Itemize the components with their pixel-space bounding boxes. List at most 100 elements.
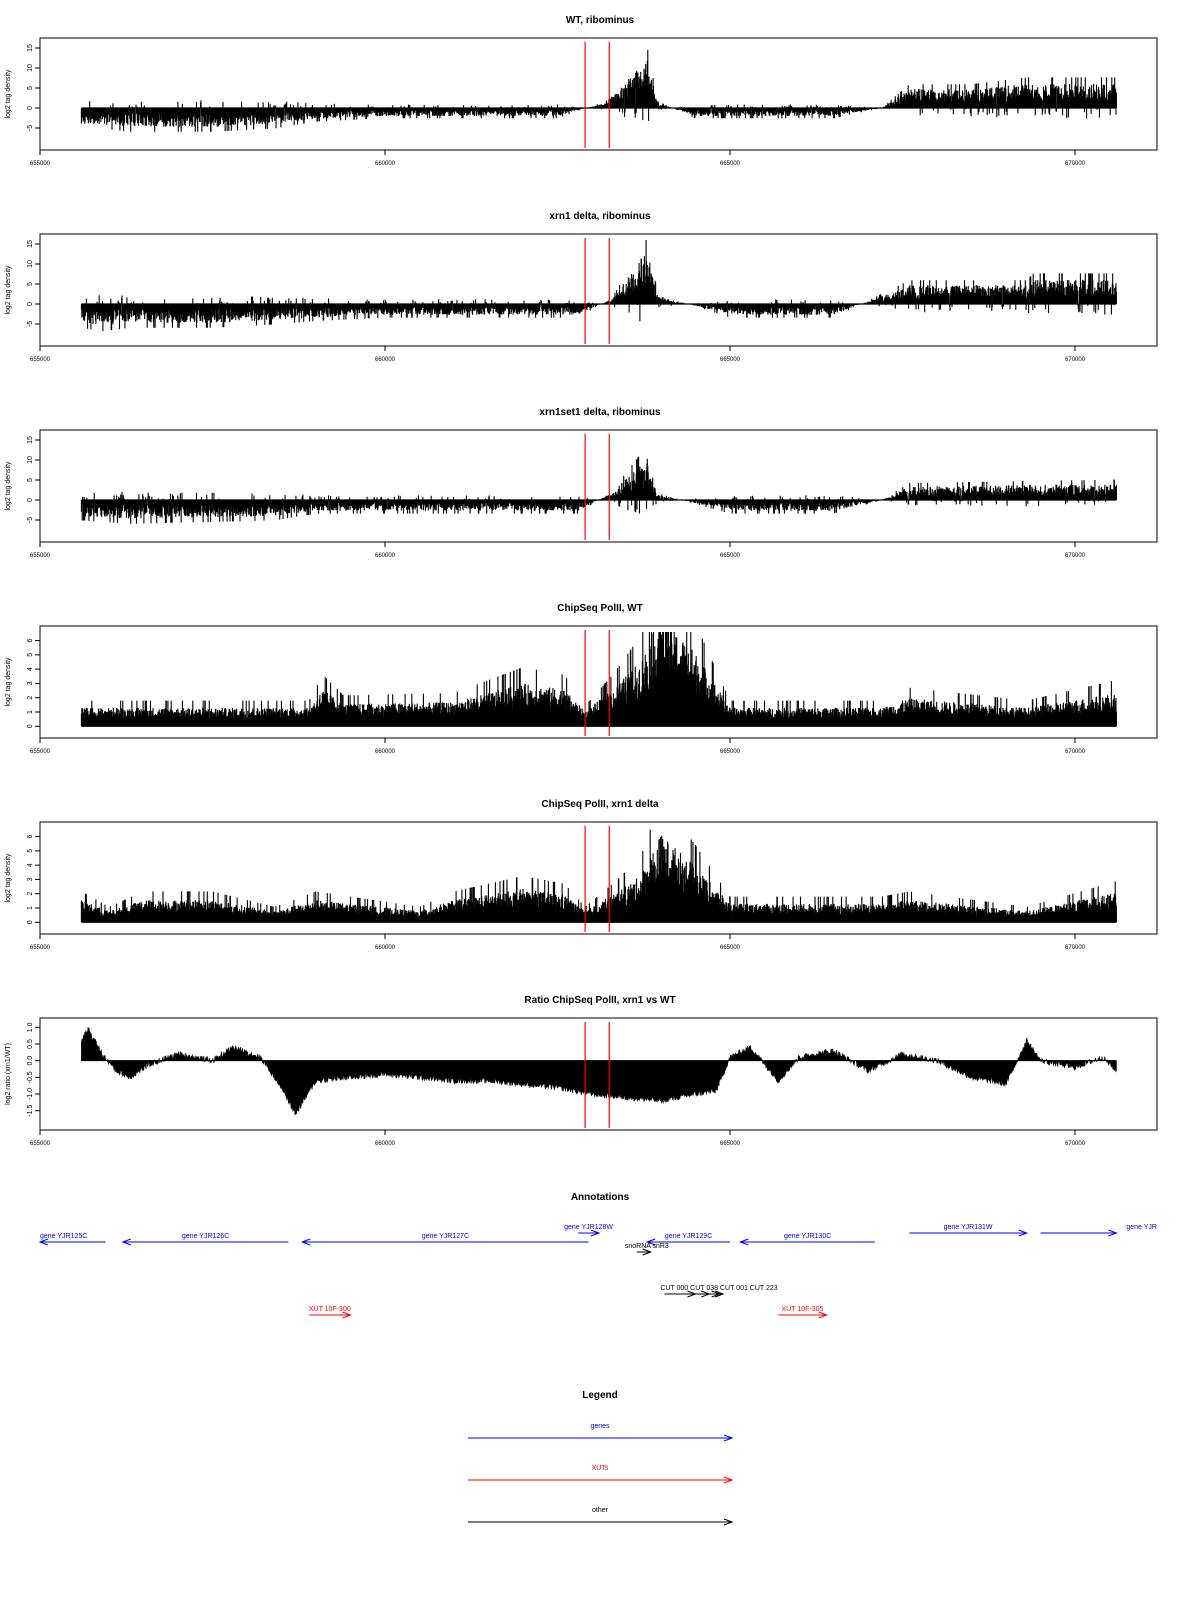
legend-label: genes — [590, 1423, 610, 1430]
y-axis-label: log2 tag density — [5, 853, 12, 903]
x-tick-label: 655000 — [30, 945, 51, 951]
panel-4: ChipSeq PolII, WT 0 1 2 3 4 5 6 log2 tag density… — [5, 603, 1158, 755]
x-tick-label: 665000 — [720, 749, 741, 755]
feature-arrow-head — [121, 1238, 131, 1246]
ratio-area — [81, 1027, 1117, 1116]
feature-label: gene YJR129C — [665, 1233, 712, 1240]
panel-3: xrn1set1 delta, ribominus -5 0 5 10 15 log2 ta… — [5, 407, 1158, 559]
legend-item-genes: genes — [468, 1423, 734, 1442]
y-axis-label: log2 tag density — [5, 657, 12, 707]
feature-arrow-head — [590, 1229, 601, 1237]
series-5 — [80, 829, 1117, 923]
legend-arrow-head — [723, 1434, 734, 1442]
y-tick-label: 0 — [27, 920, 34, 924]
panel-1: WT, ribominus -5 0 5 10 15 log2 tag density 655… — [5, 15, 1158, 167]
y-tick-label: 15 — [27, 240, 34, 248]
x-tick-label: 660000 — [375, 161, 396, 167]
density-bars — [80, 49, 1117, 132]
y-tick-label: 4 — [27, 667, 34, 671]
y-tick-label: -5 — [27, 517, 34, 523]
feature-label: gene YJR125C — [40, 1233, 87, 1240]
x-tick-label: 670000 — [1065, 945, 1086, 951]
y-axis-label: log2 tag density — [5, 69, 12, 119]
x-tick-label: 660000 — [375, 357, 396, 363]
legend-panel: Legend genes XUTs other — [468, 1390, 734, 1526]
density-bars — [80, 240, 1117, 332]
y-tick-label: 0.0 — [27, 1056, 34, 1066]
x-tick-label: 660000 — [375, 945, 396, 951]
feature-arrow-head — [645, 1238, 656, 1246]
y-tick-label: 0.5 — [27, 1039, 34, 1049]
y-tick-label: 10 — [27, 456, 34, 464]
feature-label: gene YJR131W — [944, 1224, 993, 1231]
feature-label: XUT 10F-305 — [782, 1306, 824, 1313]
y-tick-label: 1.0 — [27, 1022, 34, 1032]
density-bars — [80, 456, 1117, 524]
x-tick-label: 655000 — [30, 553, 51, 559]
feature-gene-yjr126c: gene YJR126C — [121, 1233, 289, 1246]
panel-title: xrn1set1 delta, ribominus — [539, 407, 661, 418]
x-tick-label: 665000 — [720, 553, 741, 559]
legend-item-xuts: XUTs — [468, 1465, 734, 1484]
feature-xut-10f-305: XUT 10F-305 — [778, 1306, 829, 1319]
y-tick-label: 15 — [27, 436, 34, 444]
y-tick-label: 4 — [27, 863, 34, 867]
panel-title: WT, ribominus — [566, 15, 635, 26]
feature-arrow-head — [738, 1238, 749, 1246]
panel-5: ChipSeq PolII, xrn1 delta 0 1 2 3 4 5 6 log2 tag… — [5, 799, 1158, 951]
feature-gene-yjr129c: gene YJR129C — [645, 1233, 730, 1246]
feature-gene-yjr: gene YJR — [1040, 1224, 1157, 1237]
y-tick-label: 5 — [27, 282, 34, 286]
x-tick-label: 670000 — [1065, 161, 1086, 167]
panel-frame — [39, 625, 1158, 739]
panel-frame — [39, 429, 1158, 543]
x-tick-label: 670000 — [1065, 357, 1086, 363]
x-tick-label: 665000 — [720, 161, 741, 167]
series-1 — [80, 49, 1117, 132]
y-tick-label: 3 — [27, 681, 34, 685]
x-tick-label: 655000 — [30, 161, 51, 167]
y-tick-label: -1.0 — [27, 1088, 34, 1100]
feature-cut-223 — [702, 1290, 722, 1298]
x-tick-label: 655000 — [30, 357, 51, 363]
feature-arrow-head — [300, 1238, 311, 1246]
x-tick-label: 660000 — [375, 553, 396, 559]
legend-item-other: other — [468, 1507, 734, 1526]
feature-gene-yjr127c: gene YJR127C — [300, 1233, 589, 1246]
panel-2: xrn1 delta, ribominus -5 0 5 10 15 log2 tag de… — [5, 211, 1158, 363]
feature-arrow-head — [711, 1290, 722, 1298]
y-tick-label: 2 — [27, 696, 34, 700]
y-tick-label: 10 — [27, 260, 34, 268]
x-tick-label: 660000 — [375, 1141, 396, 1147]
feature-arrow-head — [1108, 1229, 1118, 1237]
feature-arrow-head — [818, 1311, 829, 1319]
feature-gene-yjr125c: gene YJR125C — [38, 1233, 106, 1246]
panel-frame — [39, 37, 1158, 151]
annotations-panel: Annotations gene YJR125C gene YJR126C gene … — [38, 1192, 1157, 1319]
y-tick-label: -5 — [27, 125, 34, 131]
series-2 — [80, 240, 1117, 332]
panel-title: Ratio ChipSeq PolII, xrn1 vs WT — [524, 995, 675, 1006]
y-tick-label: 0 — [27, 302, 34, 306]
panel-frame — [39, 821, 1158, 935]
density-bars — [80, 829, 1117, 923]
x-tick-label: 670000 — [1065, 1141, 1086, 1147]
x-tick-label: 670000 — [1065, 749, 1086, 755]
x-tick-label: 665000 — [720, 357, 741, 363]
x-tick-label: 655000 — [30, 749, 51, 755]
y-tick-label: -0.5 — [27, 1071, 34, 1083]
y-tick-label: 15 — [27, 44, 34, 52]
y-tick-label: 1 — [27, 906, 34, 910]
panel-title: xrn1 delta, ribominus — [549, 211, 651, 222]
feature-label: gene YJR130C — [784, 1233, 831, 1240]
y-axis-label: log2 ratio (xrn1/WT) — [5, 1043, 12, 1105]
legend-label: other — [592, 1507, 609, 1514]
legend-title: Legend — [582, 1390, 618, 1401]
x-tick-label: 655000 — [30, 1141, 51, 1147]
legend-arrow-head — [723, 1476, 734, 1484]
feature-gene-yjr128w: gene YJR128W — [564, 1224, 613, 1237]
panel-title: ChipSeq PolII, WT — [557, 603, 643, 614]
y-tick-label: 5 — [27, 478, 34, 482]
cut-labels: CUT 000 CUT 038 CUT 001 CUT 223 — [660, 1285, 777, 1292]
